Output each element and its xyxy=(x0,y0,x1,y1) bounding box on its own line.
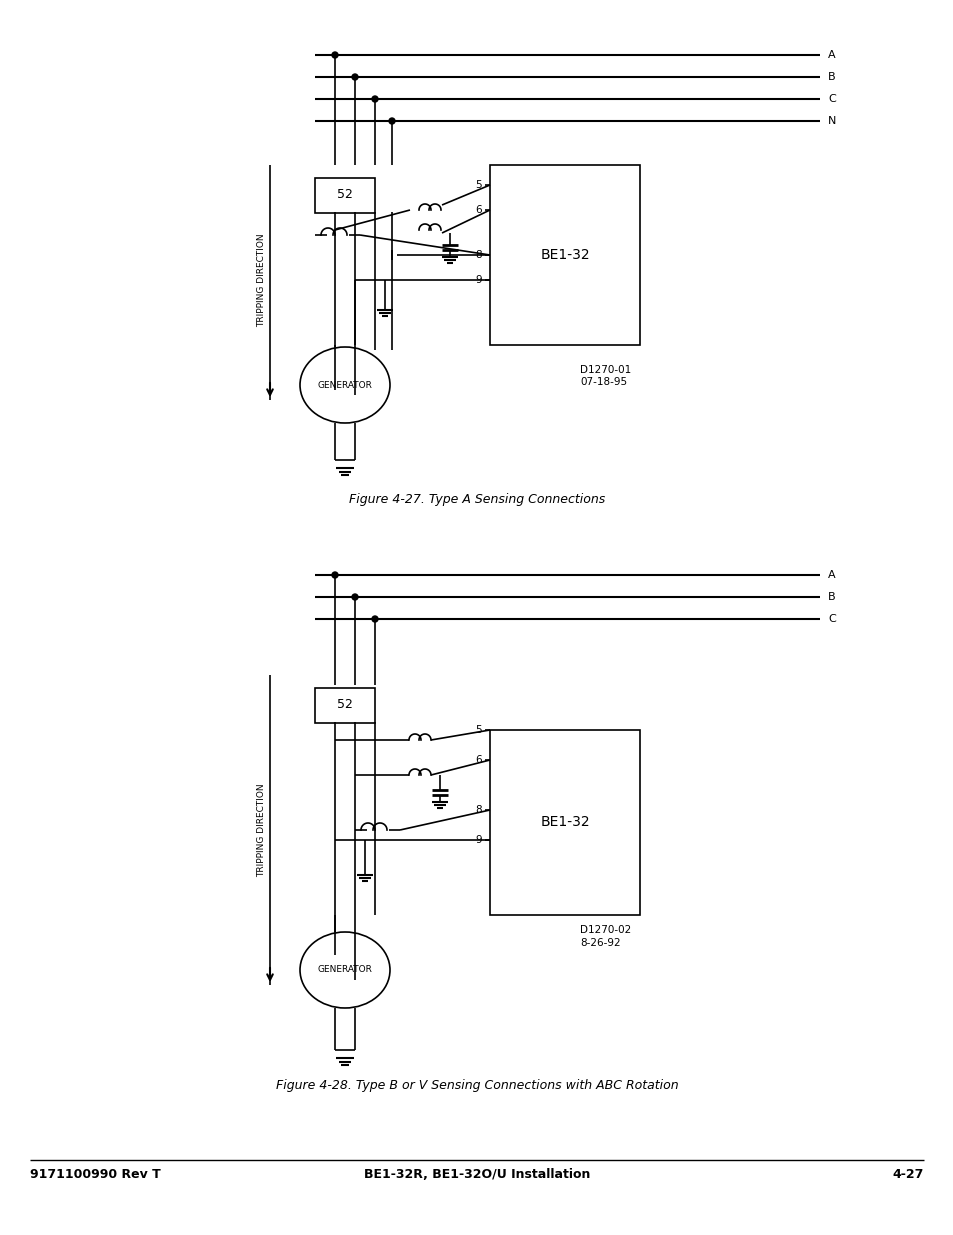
Text: 52: 52 xyxy=(336,699,353,711)
Text: 6: 6 xyxy=(475,755,481,764)
Text: 8: 8 xyxy=(475,249,481,261)
Text: 4-27: 4-27 xyxy=(892,1168,923,1182)
Bar xyxy=(490,165,639,345)
Ellipse shape xyxy=(299,932,390,1008)
Text: Figure 4-27. Type A Sensing Connections: Figure 4-27. Type A Sensing Connections xyxy=(349,494,604,506)
Text: 07-18-95: 07-18-95 xyxy=(579,377,626,387)
Text: D1270-01: D1270-01 xyxy=(579,366,631,375)
Circle shape xyxy=(332,52,337,58)
Circle shape xyxy=(389,119,395,124)
Circle shape xyxy=(332,572,337,578)
Text: 9: 9 xyxy=(475,275,481,285)
Bar xyxy=(314,178,375,212)
Text: GENERATOR: GENERATOR xyxy=(317,966,372,974)
Text: 5: 5 xyxy=(475,180,481,190)
Text: 5: 5 xyxy=(475,725,481,735)
Text: 8: 8 xyxy=(475,805,481,815)
Ellipse shape xyxy=(299,347,390,424)
Circle shape xyxy=(352,74,357,80)
Text: 8-26-92: 8-26-92 xyxy=(579,939,620,948)
Circle shape xyxy=(372,616,377,622)
Text: A: A xyxy=(827,571,835,580)
Text: A: A xyxy=(827,49,835,61)
Text: 6: 6 xyxy=(475,205,481,215)
Circle shape xyxy=(372,96,377,103)
Text: BE1-32R, BE1-32O/U Installation: BE1-32R, BE1-32O/U Installation xyxy=(363,1168,590,1182)
Text: 52: 52 xyxy=(336,189,353,201)
Text: B: B xyxy=(827,592,835,601)
Text: Figure 4-28. Type B or V Sensing Connections with ABC Rotation: Figure 4-28. Type B or V Sensing Connect… xyxy=(275,1078,678,1092)
Text: B: B xyxy=(827,72,835,82)
Text: N: N xyxy=(827,116,836,126)
Text: TRIPPING DIRECTION: TRIPPING DIRECTION xyxy=(257,233,266,327)
Text: BE1-32: BE1-32 xyxy=(539,248,589,262)
Text: GENERATOR: GENERATOR xyxy=(317,380,372,389)
Circle shape xyxy=(352,594,357,600)
Text: BE1-32: BE1-32 xyxy=(539,815,589,830)
Text: TRIPPING DIRECTION: TRIPPING DIRECTION xyxy=(257,783,266,877)
Text: 9171100990 Rev T: 9171100990 Rev T xyxy=(30,1168,161,1182)
Text: C: C xyxy=(827,614,835,624)
Bar xyxy=(314,688,375,722)
Text: C: C xyxy=(827,94,835,104)
Text: 9: 9 xyxy=(475,835,481,845)
Text: D1270-02: D1270-02 xyxy=(579,925,631,935)
Bar xyxy=(490,730,639,915)
